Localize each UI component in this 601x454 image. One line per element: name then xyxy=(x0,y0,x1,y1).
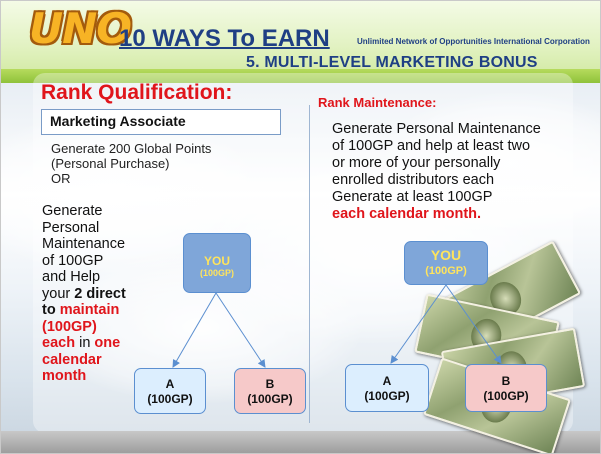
maintenance-paragraph: Generate Personal Maintenance of 100GP a… xyxy=(332,121,541,223)
rank-maintenance-title: Rank Maintenance: xyxy=(318,95,437,110)
para-line: your 2 direct xyxy=(42,286,162,303)
requirement-line: (Personal Purchase) xyxy=(51,156,170,171)
header-stripe xyxy=(1,69,600,83)
para-text: your xyxy=(42,285,75,302)
para-line: or more of your personally xyxy=(332,155,501,171)
uno-logo: UNO xyxy=(29,4,132,53)
para-highlight: each calendar month. xyxy=(332,206,482,222)
node-a-right: A (100GP) xyxy=(345,364,429,412)
node-label: A xyxy=(165,377,175,391)
para-line: each in one xyxy=(42,335,162,352)
rank-box-label: Marketing Associate xyxy=(50,113,186,129)
you-node-right: YOU (100GP) xyxy=(404,241,488,285)
para-bold: 2 direct xyxy=(74,285,126,302)
rank-qualification-title: Rank Qualification: xyxy=(41,81,233,104)
cloud xyxy=(381,93,600,233)
you-value: (100GP) xyxy=(199,268,234,278)
para-bold: to xyxy=(42,302,60,318)
slide-title: 10 WAYS To EARN xyxy=(119,25,330,52)
node-label: B xyxy=(265,377,275,391)
node-label: A xyxy=(382,374,392,388)
column-divider xyxy=(309,105,310,423)
you-label: YOU xyxy=(430,247,462,263)
para-text: in xyxy=(75,335,95,351)
para-highlight: month xyxy=(42,368,87,384)
para-highlight: one xyxy=(94,335,121,351)
rank-box: Marketing Associate xyxy=(41,109,281,135)
bottom-bar xyxy=(1,431,600,453)
slide-subtitle: 5. MULTI-LEVEL MARKETING BONUS xyxy=(246,54,538,71)
node-b-right: B (100GP) xyxy=(465,364,547,412)
para-highlight: calendar xyxy=(42,351,102,368)
header-banner: UNO 10 WAYS To EARN Unlimited Network of… xyxy=(1,1,600,83)
para-highlight: each xyxy=(42,335,76,351)
you-node-left: YOU (100GP) xyxy=(183,233,251,293)
node-a-left: A (100GP) xyxy=(134,368,206,414)
qualification-paragraph: Generate Personal Maintenance of 100GP a… xyxy=(42,203,162,385)
node-value: (100GP) xyxy=(483,389,529,403)
para-line: Maintenance xyxy=(42,236,126,252)
you-label: YOU xyxy=(203,254,230,268)
para-line: of 100GP and help at least two xyxy=(332,138,531,154)
requirement-line: Generate 200 Global Points xyxy=(51,141,212,156)
requirement-line: OR xyxy=(51,171,71,186)
para-line: Generate at least 100GP xyxy=(332,189,493,205)
node-b-left: B (100GP) xyxy=(234,368,306,414)
node-value: (100GP) xyxy=(364,389,410,403)
para-line: and Help xyxy=(42,269,101,285)
node-value: (100GP) xyxy=(247,392,293,406)
node-value: (100GP) xyxy=(147,392,193,406)
node-label: B xyxy=(501,374,511,388)
para-line: enrolled distributors each xyxy=(332,172,495,188)
para-highlight: (100GP) xyxy=(42,318,97,335)
para-line: Generate xyxy=(42,203,103,219)
para-highlight: maintain xyxy=(59,302,120,318)
para-line: to maintain xyxy=(42,302,162,319)
para-line: of 100GP xyxy=(42,252,104,269)
money-bills-image xyxy=(409,240,586,453)
you-value: (100GP) xyxy=(425,265,467,277)
para-line: Generate Personal Maintenance xyxy=(332,121,541,137)
corporation-name: Unlimited Network of Opportunities Inter… xyxy=(357,37,590,46)
para-line: Personal xyxy=(42,219,100,236)
